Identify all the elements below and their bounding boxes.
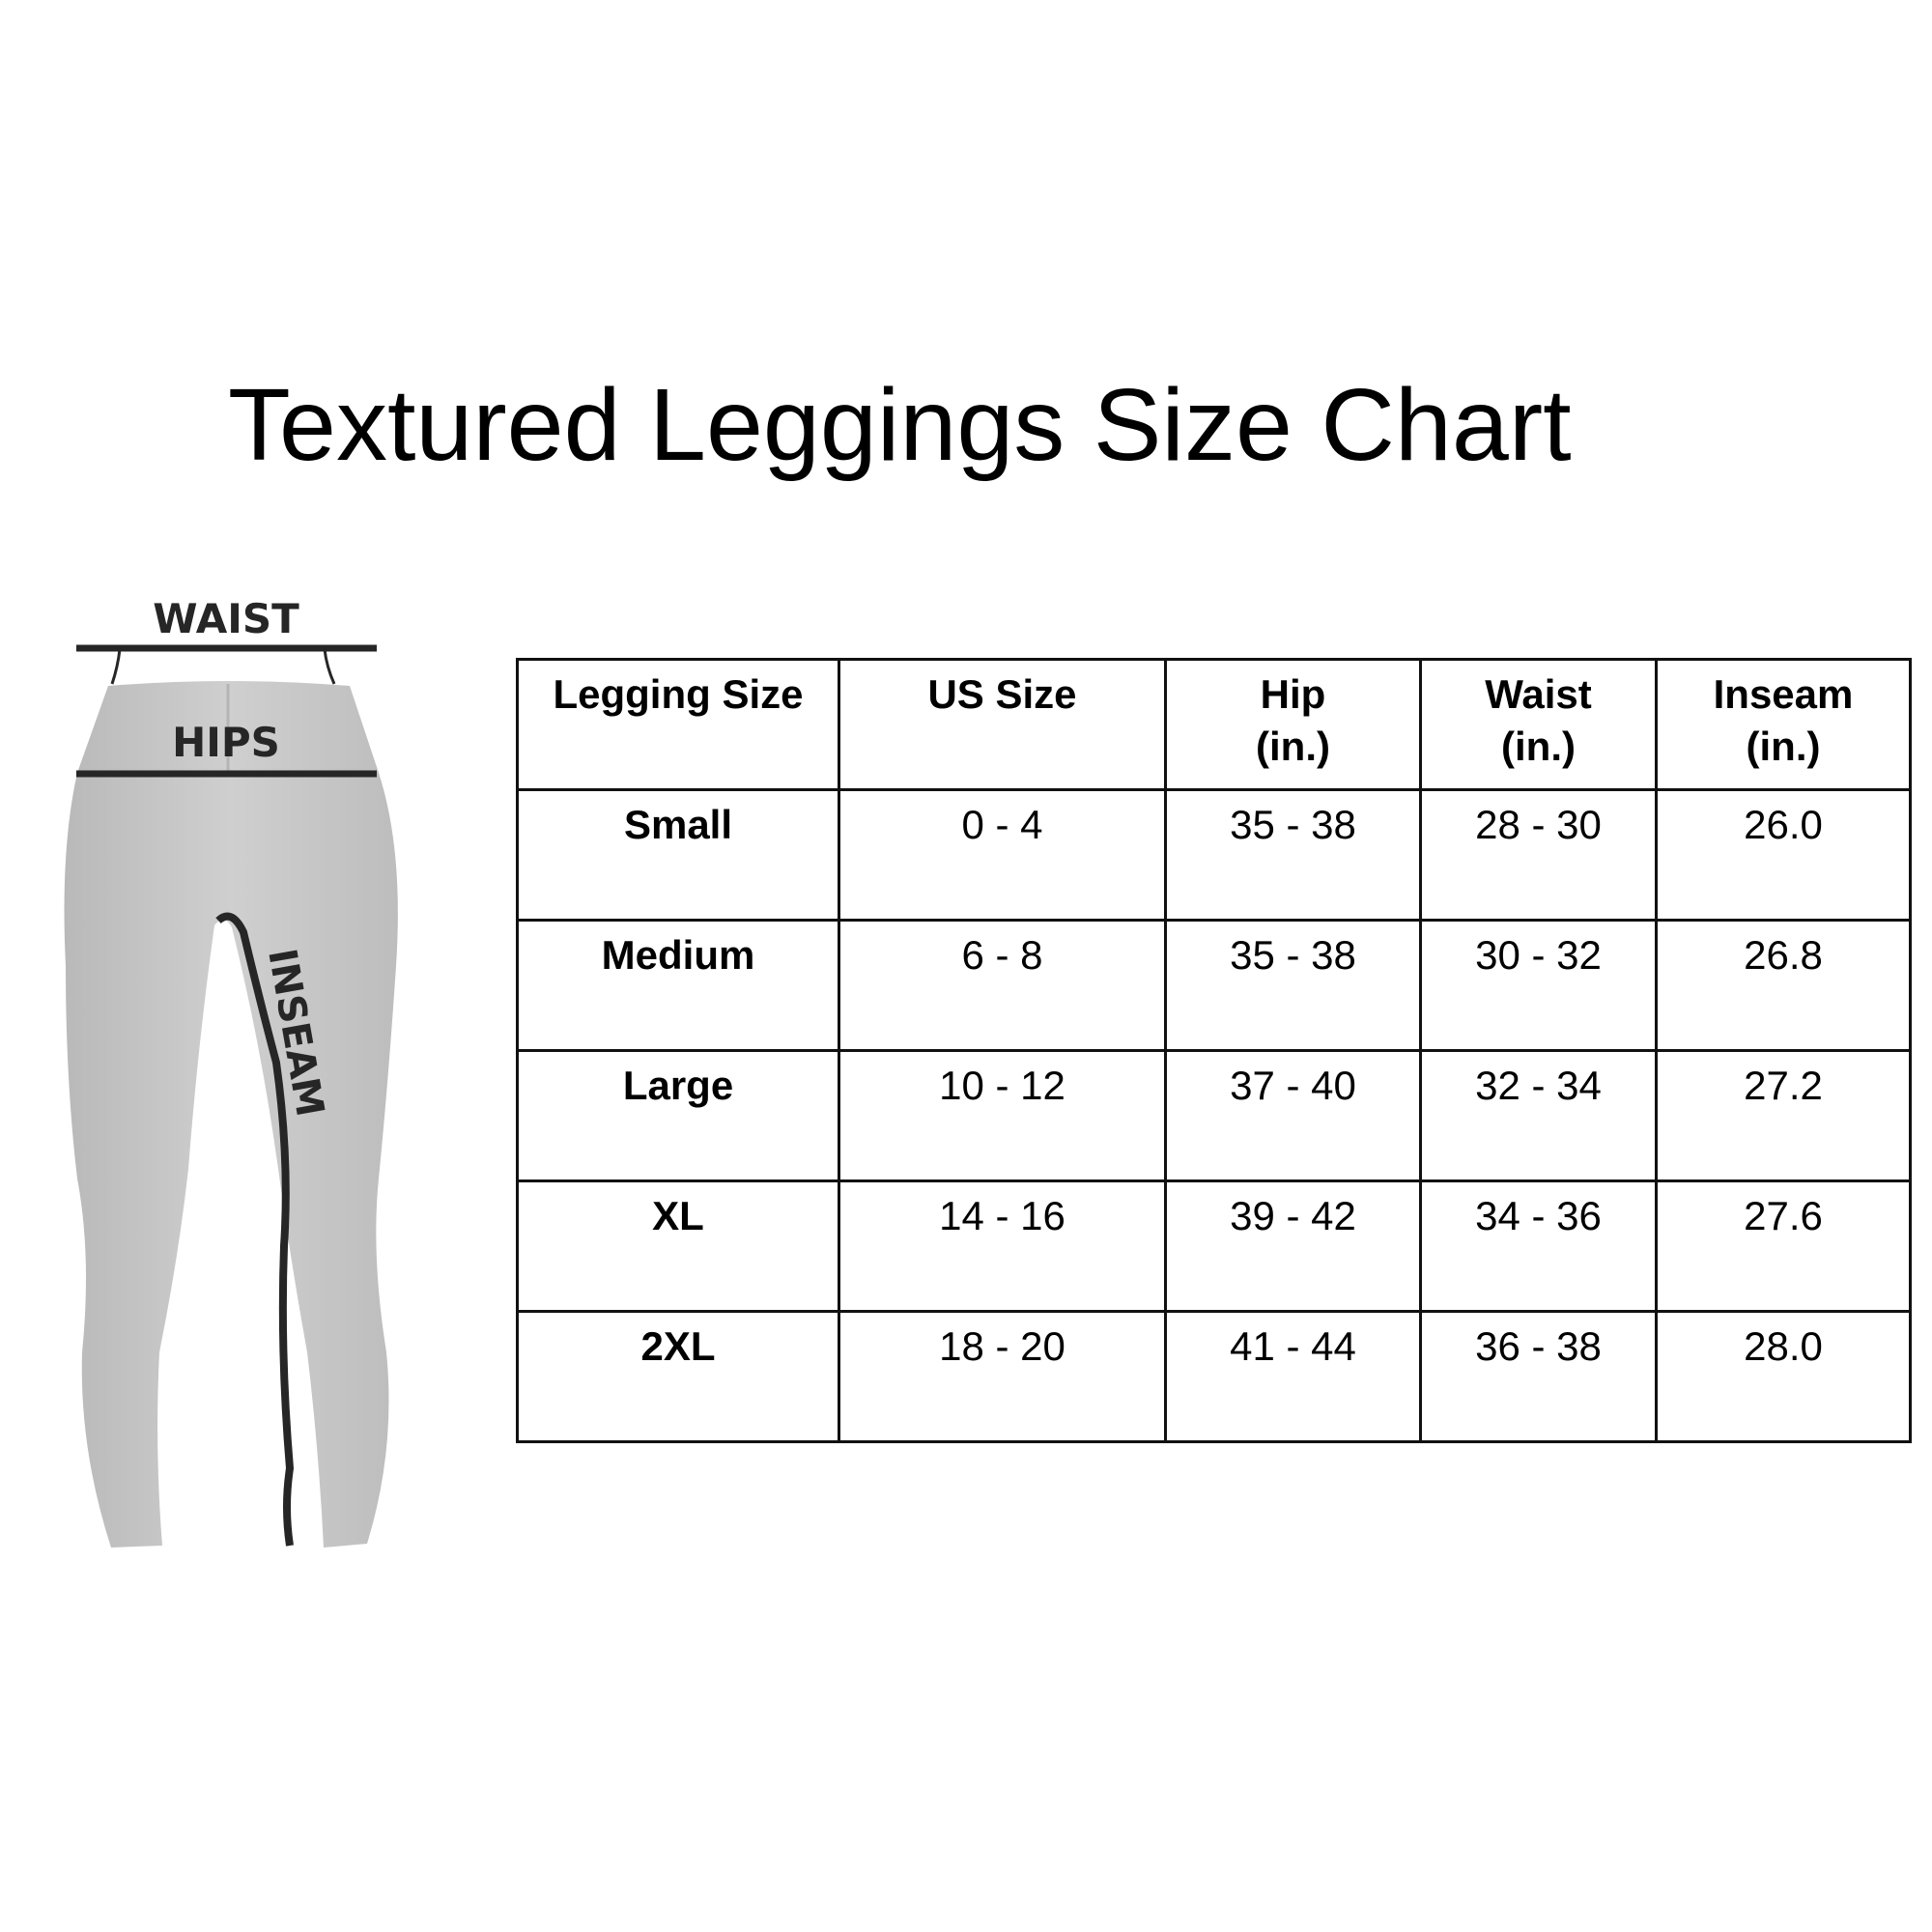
leggings-icon xyxy=(64,681,398,1548)
header-inseam: Inseam (in.) xyxy=(1655,658,1912,791)
header-text: Hip xyxy=(1260,671,1326,717)
cell-hip: 35 - 38 xyxy=(1164,919,1422,1052)
cell-inseam: 26.8 xyxy=(1655,919,1912,1052)
header-unit: (in.) xyxy=(1256,724,1330,769)
cell-inseam: 26.0 xyxy=(1655,788,1912,922)
cell-legging-size: XL xyxy=(516,1179,840,1313)
cell-legging-size: Medium xyxy=(516,919,840,1052)
waist-strap-right xyxy=(323,648,336,685)
cell-us-size: 6 - 8 xyxy=(838,919,1167,1052)
cell-inseam: 27.2 xyxy=(1655,1049,1912,1182)
cell-hip: 41 - 44 xyxy=(1164,1310,1422,1443)
cell-waist: 36 - 38 xyxy=(1419,1310,1658,1443)
header-hip: Hip (in.) xyxy=(1164,658,1422,791)
cell-waist: 28 - 30 xyxy=(1419,788,1658,922)
table-row: Medium 6 - 8 35 - 38 30 - 32 26.8 xyxy=(516,919,1912,1052)
header-text: Waist xyxy=(1485,671,1592,717)
cell-us-size: 18 - 20 xyxy=(838,1310,1167,1443)
page-title: Textured Leggings Size Chart xyxy=(228,368,1572,482)
table-row: 2XL 18 - 20 41 - 44 36 - 38 28.0 xyxy=(516,1310,1912,1443)
hips-label: HIPS xyxy=(172,719,280,766)
cell-legging-size: Large xyxy=(516,1049,840,1182)
header-unit: (in.) xyxy=(1746,724,1821,769)
waist-label: WAIST xyxy=(153,595,299,642)
header-text: US Size xyxy=(927,671,1077,717)
cell-waist: 34 - 36 xyxy=(1419,1179,1658,1313)
table-row: XL 14 - 16 39 - 42 34 - 36 27.6 xyxy=(516,1179,1912,1313)
cell-legging-size: 2XL xyxy=(516,1310,840,1443)
cell-waist: 32 - 34 xyxy=(1419,1049,1658,1182)
cell-us-size: 0 - 4 xyxy=(838,788,1167,922)
cell-us-size: 14 - 16 xyxy=(838,1179,1167,1313)
inseam-line xyxy=(215,912,295,1547)
header-text: Legging Size xyxy=(553,671,804,717)
cell-inseam: 28.0 xyxy=(1655,1310,1912,1443)
header-waist: Waist (in.) xyxy=(1419,658,1658,791)
header-us-size: US Size xyxy=(838,658,1167,791)
cell-waist: 30 - 32 xyxy=(1419,919,1658,1052)
table-header-row: Legging Size US Size Hip (in.) Waist (in.)… xyxy=(516,658,1912,791)
cell-us-size: 10 - 12 xyxy=(838,1049,1167,1182)
waist-strap-left xyxy=(110,648,122,685)
leggings-measurement-diagram: WAIST HIPS INSEAM xyxy=(64,595,398,1548)
cell-legging-size: Small xyxy=(516,788,840,922)
cell-hip: 39 - 42 xyxy=(1164,1179,1422,1313)
size-chart-table: Legging Size US Size Hip (in.) Waist (in.)… xyxy=(516,658,1912,1443)
header-unit: (in.) xyxy=(1501,724,1576,769)
cell-hip: 35 - 38 xyxy=(1164,788,1422,922)
table-row: Large 10 - 12 37 - 40 32 - 34 27.2 xyxy=(516,1049,1912,1182)
table-row: Small 0 - 4 35 - 38 28 - 30 26.0 xyxy=(516,788,1912,922)
cell-inseam: 27.6 xyxy=(1655,1179,1912,1313)
cell-hip: 37 - 40 xyxy=(1164,1049,1422,1182)
header-text: Inseam xyxy=(1713,671,1854,717)
header-legging-size: Legging Size xyxy=(516,658,840,791)
